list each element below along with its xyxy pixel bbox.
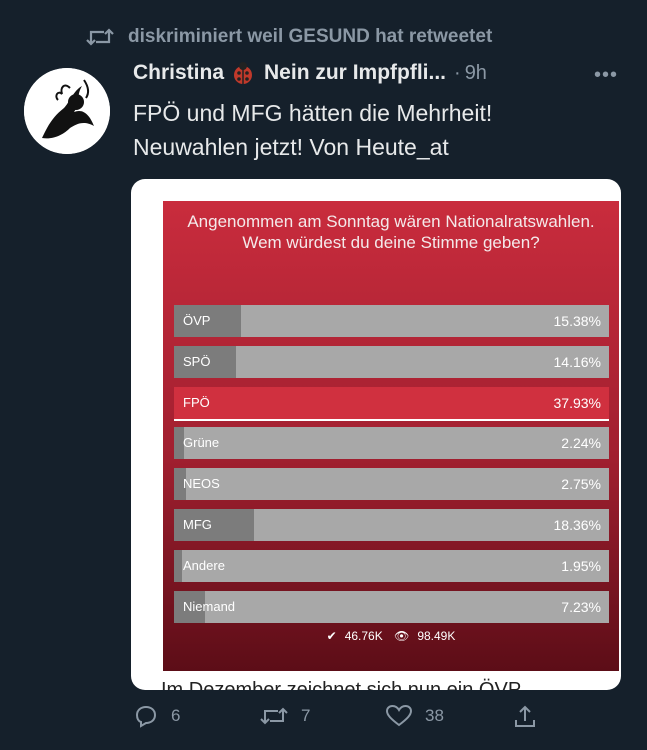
author-name[interactable]: Christina [133, 61, 225, 84]
like-button[interactable]: 38 [385, 704, 444, 728]
retweet-count: 7 [301, 706, 311, 725]
timestamp[interactable]: 9h [464, 61, 487, 84]
poll-option: SPÖ 14.16% [174, 345, 609, 378]
reply-button[interactable]: 6 [133, 704, 180, 728]
poll-option: MFG 18.36% [174, 509, 609, 541]
poll-option-label: Grüne [183, 435, 220, 451]
tweet-line-2: Neuwahlen jetzt! Von Heute_at [133, 134, 449, 160]
poll-option-fill [174, 305, 241, 337]
poll-option-fill [174, 549, 183, 582]
poll-question: Angenommen am Sonntag wären Nationalrats… [187, 212, 595, 252]
poll-option-percent: 37.93% [553, 394, 601, 411]
poll-option-label: Niemand [183, 598, 236, 614]
avatar[interactable] [24, 68, 110, 154]
reply-icon [135, 705, 157, 728]
votes-icon: ✔ [326, 629, 337, 643]
media-card[interactable]: Angenommen am Sonntag wären Nationalrats… [131, 179, 621, 690]
poll-option-label: NEOS [183, 476, 220, 492]
poll-option: Andere 1.95% [174, 549, 609, 582]
poll-option-percent: 14.16% [553, 353, 601, 370]
poll-option-label: SPÖ [183, 353, 211, 369]
poll-option-percent: 7.23% [561, 598, 601, 615]
poll-option-percent: 1.95% [561, 557, 601, 574]
poll-option: Grüne 2.24% [174, 427, 609, 460]
views-icon: 👁 [394, 629, 410, 643]
tweet-line-1: FPÖ und MFG hätten die Mehrheit! [133, 100, 493, 126]
heart-icon [385, 704, 413, 727]
views-count: 98.49K [417, 629, 456, 643]
poll-option-label: ÖVP [183, 313, 211, 328]
retweet-line[interactable]: diskriminiert weil GESUND hat retweetet [86, 26, 492, 48]
poll-option-percent: 15.38% [553, 313, 601, 329]
votes-count: 46.76K [344, 629, 383, 643]
share-icon [515, 705, 535, 727]
poll-option-fill [174, 509, 254, 541]
poll-option: ÖVP 15.38% [174, 305, 609, 337]
card-tail-text: Im Dezember zeichnet sich nun ein ÖVP [161, 679, 522, 690]
poll-option-label: FPÖ [183, 394, 210, 410]
poll-option: NEOS 2.75% [174, 468, 609, 501]
poll-option-fill [174, 345, 236, 378]
author-display-suffix[interactable]: Nein zur Impfpfli... [264, 61, 447, 84]
retweet-text: diskriminiert weil GESUND hat retweetet [128, 26, 493, 47]
tweet-text: FPÖ und MFG hätten die Mehrheit! Neuwahl… [133, 96, 613, 164]
poll-image: Angenommen am Sonntag wären Nationalrats… [163, 201, 619, 671]
poll-option-label: MFG [183, 517, 212, 532]
poll-option: FPÖ 37.93% [174, 386, 609, 421]
poll-option-percent: 2.75% [561, 476, 601, 493]
poll-option-fill [174, 427, 184, 460]
poll-stats: ✔ 46.76K 👁 98.49K [163, 629, 619, 643]
poll-option-percent: 2.24% [561, 435, 601, 452]
action-bar: 6 7 38 [0, 704, 647, 738]
like-count: 38 [425, 706, 444, 725]
avatar-image [24, 68, 110, 154]
separator-dot: · [454, 61, 461, 84]
retweet-icon [86, 28, 114, 46]
poll-option-fill [174, 468, 186, 501]
reply-count: 6 [171, 706, 181, 725]
poll-option-label: Andere [183, 557, 225, 573]
more-options-icon[interactable]: ••• [594, 64, 619, 86]
share-button[interactable] [512, 704, 550, 730]
ladybug-icon [234, 62, 253, 84]
tweet-header: Christina Nein zur Impfpfli... · 9h [133, 60, 487, 86]
retweet-button[interactable]: 7 [259, 704, 310, 728]
poll-option-percent: 18.36% [553, 517, 601, 533]
retweet-action-icon [260, 707, 288, 725]
poll-option-fill [174, 590, 206, 623]
poll-option: Niemand 7.23% [174, 590, 609, 623]
